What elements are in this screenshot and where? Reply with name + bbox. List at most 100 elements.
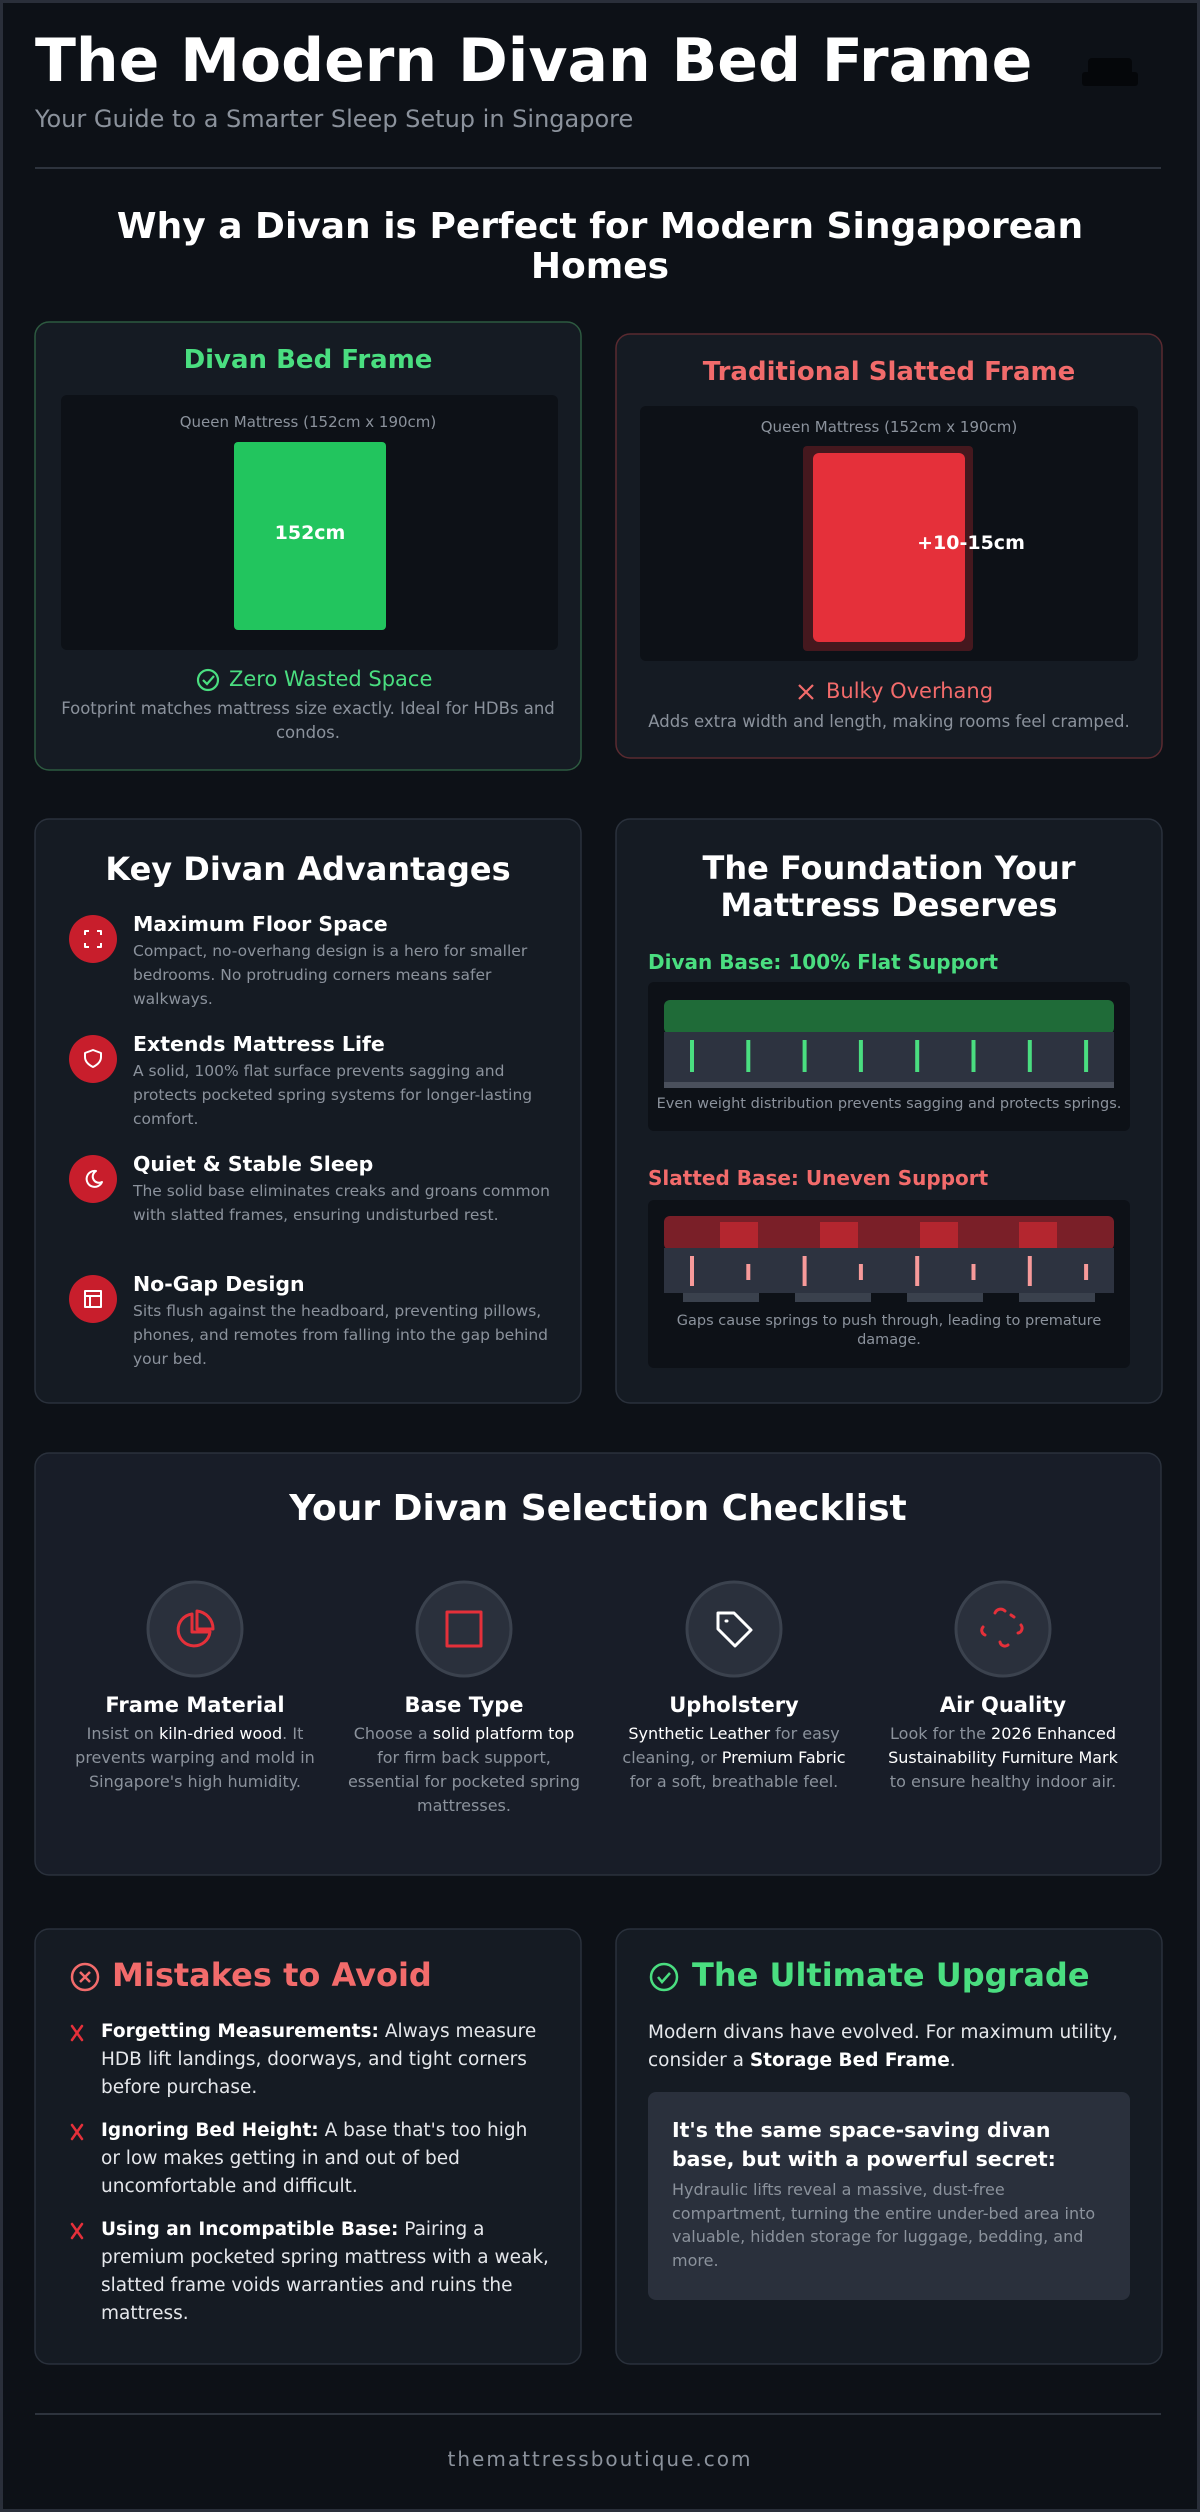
mistake-term: Using an Incompatible Base: — [101, 2219, 399, 2240]
x-mark — [70, 2123, 84, 2141]
checklist-title: Air Quality — [939, 1693, 1067, 1717]
callout-title: It's the same space-saving divan base, b… — [672, 2118, 1056, 2171]
mattress — [234, 442, 386, 630]
card — [34, 1928, 582, 2365]
x-circle-icon — [70, 1962, 100, 1992]
mistake-text: A base that's too high or low makes gett… — [101, 2120, 528, 2197]
advantage-icon — [84, 1290, 102, 1308]
text-segment: Insist on — [86, 1724, 160, 1743]
slat — [683, 1293, 759, 1302]
emphasis: kiln-dried wood — [159, 1724, 283, 1743]
text-segment: for firm back support, essential for poc… — [347, 1748, 581, 1815]
support-label: Divan Base: 100% Flat Support — [648, 950, 999, 974]
advantage-icon — [69, 915, 117, 963]
text-segment: Look for the — [890, 1724, 992, 1743]
card-title: Key Divan Advantages — [105, 850, 511, 888]
checklist-icon — [716, 1611, 753, 1648]
card-title: Traditional Slatted Frame — [702, 357, 1076, 387]
check-icon — [657, 1972, 671, 1984]
footer: themattressboutique.com — [447, 2447, 753, 2471]
advantage-title: Extends Mattress Life — [133, 1032, 385, 1056]
sag-block — [820, 1222, 858, 1248]
checklist-title: Base Type — [404, 1693, 524, 1717]
width-label: 152cm — [274, 522, 346, 544]
card-title: Your Divan Selection Checklist — [289, 1488, 907, 1529]
spring-layer — [664, 1248, 1114, 1293]
mistake: Forgetting Measurements: Always measure … — [101, 2018, 551, 2102]
text-segment: for easy cleaning, or — [622, 1724, 840, 1767]
checklist-text: Insist on kiln-dried wood. It prevents w… — [73, 1722, 317, 1794]
card — [34, 1452, 1162, 1876]
text-segment: Modern divans have evolved. For maximum … — [648, 2022, 1118, 2071]
advantage-text: Compact, no-overhang design is a hero fo… — [133, 942, 528, 1008]
checklist-icon — [685, 1580, 783, 1678]
title: The Modern Divan Bed Frame — [35, 26, 1033, 96]
text-segment: Choose a — [353, 1724, 433, 1743]
x-circle-icon — [79, 1971, 91, 1983]
mistake-text: Always measure HDB lift landings, doorwa… — [101, 2021, 537, 2098]
emphasis: solid platform top — [432, 1724, 575, 1743]
slat — [795, 1293, 871, 1302]
checklist-text: Synthetic Leather for easy cleaning, or … — [612, 1722, 856, 1794]
check-icon — [196, 668, 220, 692]
mattress — [813, 453, 965, 642]
diagram-label: Queen Mattress (152cm x 190cm) — [179, 413, 437, 431]
x-mark — [70, 2024, 84, 2042]
checklist-icon — [176, 1612, 212, 1648]
advantage-icon — [84, 930, 102, 948]
section-heading: Why a Divan is Perfect for Modern Singap… — [116, 206, 1084, 287]
advantage-title: No-Gap Design — [133, 1272, 305, 1296]
intro: Modern divans have evolved. For maximum … — [648, 2019, 1128, 2075]
spring-layer — [664, 1032, 1114, 1082]
check-icon — [649, 1962, 679, 1992]
mistake-term: Ignoring Bed Height: — [101, 2120, 319, 2141]
advantage-icon — [69, 1275, 117, 1323]
text-segment: for a soft, breathable feel. — [629, 1772, 839, 1791]
checklist-title: Frame Material — [105, 1693, 285, 1717]
card-title: The Ultimate Upgrade — [692, 1956, 1090, 1994]
description: Adds extra width and length, making room… — [648, 712, 1130, 731]
checklist-text: Look for the 2026 Enhanced Sustainabilit… — [881, 1722, 1125, 1794]
checklist-icon — [445, 1610, 483, 1648]
text-segment: to ensure healthy indoor air. — [889, 1772, 1117, 1791]
advantage-title: Quiet & Stable Sleep — [133, 1152, 374, 1176]
emphasis: Premium Fabric — [721, 1748, 846, 1767]
checklist-icon — [146, 1580, 244, 1678]
advantage-text: Sits flush against the headboard, preven… — [133, 1302, 549, 1368]
diagram-caption: Gaps cause springs to push through, lead… — [676, 1313, 1102, 1348]
verdict: Bulky Overhang — [826, 679, 994, 703]
emphasis: Storage Bed Frame — [749, 2050, 950, 2071]
subtitle: Your Guide to a Smarter Sleep Setup in S… — [35, 105, 634, 133]
check-icon — [202, 675, 215, 686]
mistake-text: Pairing a premium pocketed spring mattre… — [101, 2219, 549, 2324]
mistake: Using an Incompatible Base: Pairing a pr… — [101, 2216, 551, 2328]
card-title: Divan Bed Frame — [183, 345, 433, 375]
base-layer — [664, 1082, 1114, 1088]
advantage-text: A solid, 100% flat surface prevents sagg… — [133, 1062, 533, 1128]
checklist-icon — [980, 1607, 1024, 1648]
card-title: The Foundation Your Mattress Deserves — [702, 849, 1076, 924]
sag-block — [920, 1222, 958, 1248]
callout-text: Hydraulic lifts reveal a massive, dust-f… — [672, 2180, 1096, 2270]
checklist-icon — [415, 1580, 513, 1678]
verdict: Zero Wasted Space — [229, 667, 433, 691]
mattress-layer — [664, 1000, 1114, 1034]
checklist-title: Upholstery — [669, 1693, 799, 1717]
support-label: Slatted Base: Uneven Support — [648, 1166, 989, 1190]
advantage-title: Maximum Floor Space — [133, 912, 388, 936]
advantage-icon — [84, 1049, 102, 1068]
advantage-icon — [69, 1035, 117, 1083]
mistake: Ignoring Bed Height: A base that's too h… — [101, 2117, 551, 2201]
sag-block — [1019, 1222, 1057, 1248]
x-mark — [70, 2222, 84, 2240]
diagram-label: Queen Mattress (152cm x 190cm) — [760, 418, 1018, 436]
slat — [1019, 1293, 1095, 1302]
diagram-caption: Even weight distribution prevents saggin… — [656, 1096, 1122, 1112]
description: Footprint matches mattress size exactly.… — [61, 699, 555, 742]
text-segment: . It prevents warping and mold in Singap… — [75, 1724, 315, 1791]
advantage-text: The solid base eliminates creaks and gro… — [133, 1182, 550, 1224]
checklist-icon — [954, 1580, 1052, 1678]
